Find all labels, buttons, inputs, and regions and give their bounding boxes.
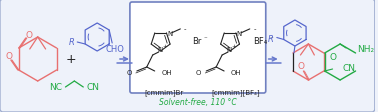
Text: +: +	[162, 44, 167, 49]
Text: +: +	[66, 53, 77, 66]
Text: R: R	[68, 38, 74, 47]
Text: N: N	[237, 31, 242, 37]
Text: Solvent-free, 110 °C: Solvent-free, 110 °C	[160, 98, 237, 107]
Text: CN: CN	[87, 83, 100, 92]
Text: NH₂: NH₂	[357, 45, 374, 54]
Text: N: N	[226, 47, 232, 53]
Text: CN: CN	[342, 64, 356, 73]
Text: CHO: CHO	[106, 45, 125, 54]
Text: [cmmim]Br: [cmmim]Br	[144, 89, 183, 96]
FancyBboxPatch shape	[130, 3, 266, 93]
Text: N: N	[167, 31, 173, 37]
Text: O: O	[329, 53, 336, 62]
Text: ⁻: ⁻	[203, 36, 207, 42]
Text: O: O	[298, 62, 305, 71]
Text: BF₄: BF₄	[253, 37, 267, 46]
Text: -: -	[254, 26, 256, 32]
Text: OH: OH	[162, 69, 172, 75]
Text: OH: OH	[231, 69, 242, 75]
Text: O: O	[25, 30, 32, 39]
Text: O: O	[196, 69, 201, 75]
Text: R: R	[268, 35, 274, 44]
Text: NC: NC	[49, 83, 62, 92]
Text: O: O	[127, 69, 132, 75]
Text: +: +	[232, 44, 236, 49]
Text: N: N	[157, 47, 162, 53]
Text: ⁻: ⁻	[270, 36, 274, 42]
Text: [cmmim][BF₄]: [cmmim][BF₄]	[212, 89, 260, 96]
Text: O: O	[5, 52, 12, 61]
Text: Br: Br	[192, 37, 201, 46]
Text: -: -	[184, 26, 187, 32]
